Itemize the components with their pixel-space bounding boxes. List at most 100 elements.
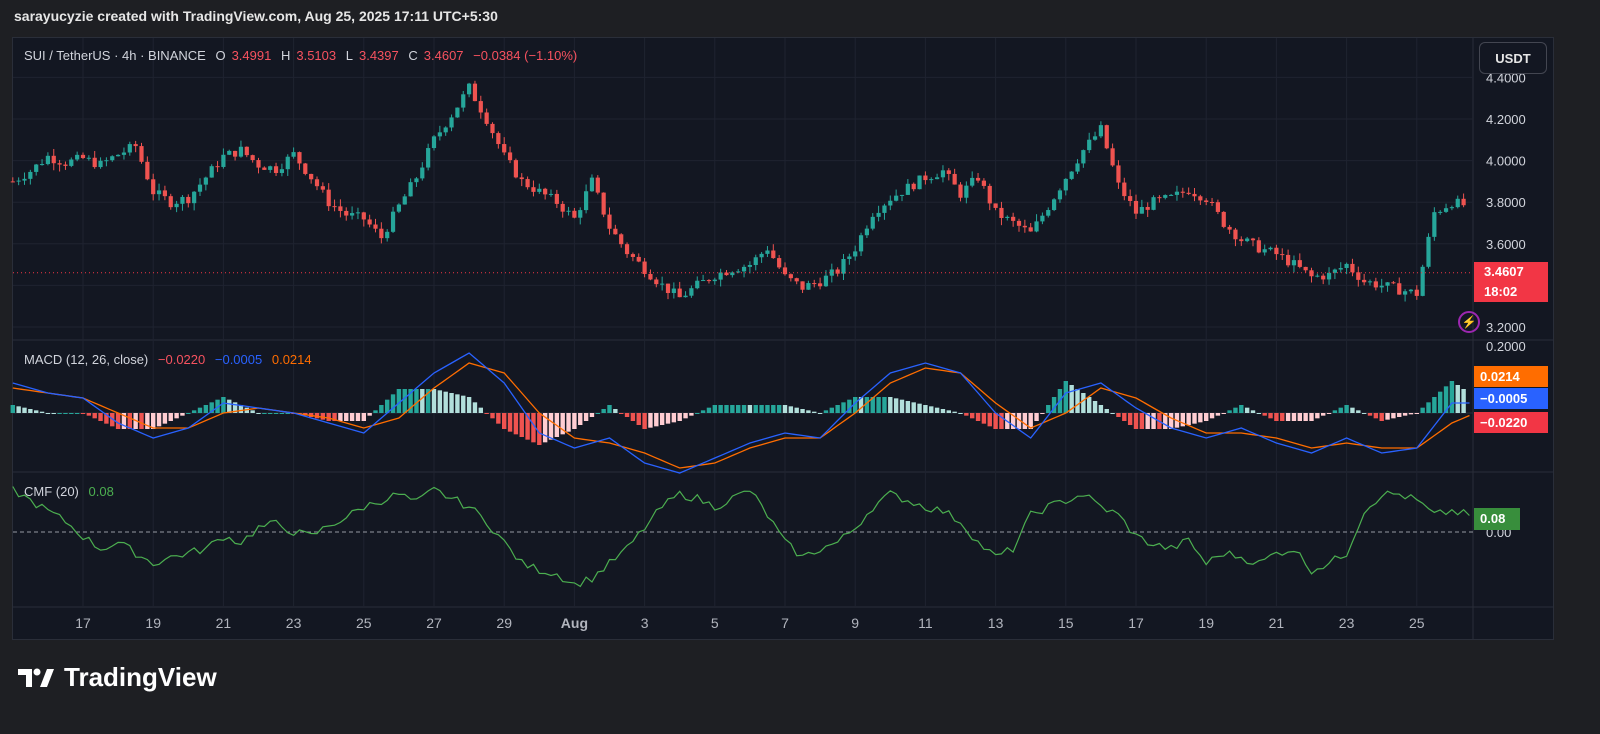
macd-histogram-bar [741, 405, 747, 413]
candle-body [519, 177, 524, 180]
macd-histogram-bar [917, 403, 922, 413]
macd-title[interactable]: MACD (12, 26, close) [24, 352, 149, 367]
candle-body [490, 123, 495, 134]
macd-histogram-bar [817, 413, 823, 414]
macd-histogram-bar [630, 413, 636, 421]
currency-button[interactable]: USDT [1479, 42, 1547, 74]
macd-signal-line [12, 362, 1470, 469]
candle-body [250, 155, 255, 161]
candle-body [677, 288, 682, 298]
symbol-label[interactable]: SUI / TetherUS · 4h · BINANCE [24, 48, 206, 63]
macd-histogram-bar [191, 410, 197, 413]
candle-body [753, 257, 758, 266]
macd-histogram-bar [1163, 413, 1168, 429]
candle-body [1438, 211, 1443, 213]
flash-icon[interactable]: ⚡ [1458, 311, 1480, 333]
candle-body [1321, 275, 1326, 280]
candle-body [648, 273, 653, 280]
candle-body [1367, 281, 1373, 283]
candle-body [203, 177, 208, 185]
candle-body [566, 210, 571, 212]
macd-histogram-bar [1040, 413, 1045, 414]
candle-body [116, 154, 121, 157]
macd-histogram-bar [858, 397, 864, 413]
macd-histogram-bar [864, 397, 870, 413]
macd-histogram-bar [923, 405, 928, 413]
candle-body [613, 228, 618, 235]
candle-body [1005, 216, 1010, 218]
candle-body [75, 154, 80, 160]
macd-histogram-bar [981, 413, 987, 424]
x-axis-tick-label: 11 [918, 615, 933, 631]
x-axis-tick-label: 5 [711, 615, 719, 631]
macd-histogram-bar [1145, 413, 1150, 429]
cmf-value: 0.08 [88, 484, 114, 499]
macd-histogram-bar [771, 405, 776, 413]
macd-axis-tick-label: 0.2000 [1486, 339, 1526, 354]
candle-body [665, 283, 671, 294]
macd-histogram-bar [519, 413, 524, 437]
candle-body [899, 194, 905, 196]
candle-body [69, 159, 74, 166]
macd-histogram-bar [273, 413, 279, 414]
open-value: 3.4991 [231, 48, 272, 63]
macd-histogram-bar [1315, 413, 1320, 419]
macd-histogram-bar [349, 413, 355, 421]
macd-histogram-value: −0.0220 [157, 352, 206, 367]
candle-body [858, 235, 864, 252]
candle-body [1011, 216, 1016, 221]
macd-histogram-bar [870, 397, 875, 413]
macd-histogram-bar [145, 413, 150, 429]
candle-body [273, 166, 279, 173]
candle-body [10, 181, 15, 183]
cmf-title[interactable]: CMF (20) [24, 484, 79, 499]
candle-body [279, 169, 284, 173]
macd-histogram-bar [156, 413, 162, 427]
candle-body [876, 212, 881, 217]
candle-body [262, 167, 267, 170]
candle-body [472, 83, 478, 102]
macd-histogram-bar [238, 405, 244, 413]
macd-histogram-bar [162, 413, 168, 424]
macd-histogram-bar [1186, 413, 1191, 425]
candle-body [1286, 254, 1291, 266]
macd-histogram-bar [888, 397, 893, 413]
cmf-tag: 0.08 [1474, 508, 1520, 530]
candle-body [1063, 178, 1068, 191]
candle-body [946, 170, 951, 174]
macd-histogram-bar [765, 405, 770, 413]
candle-body [449, 117, 454, 128]
candle-body [1280, 254, 1285, 256]
candle-body [420, 167, 425, 179]
y-axis-tick-label: 3.2000 [1486, 320, 1526, 335]
macd-histogram-bar [86, 413, 92, 416]
macd-histogram-bar [151, 413, 156, 429]
macd-histogram-bar [946, 410, 951, 413]
candle-body [560, 203, 565, 212]
candle-body [1449, 207, 1454, 209]
macd-histogram-bar [402, 389, 407, 413]
macd-histogram-bar [706, 407, 712, 413]
macd-histogram-bar [16, 406, 21, 413]
macd-histogram-bar [1051, 397, 1057, 413]
macd-histogram-bar [1285, 413, 1291, 421]
macd-histogram-bar [45, 413, 51, 414]
macd-histogram-bar [262, 413, 267, 414]
macd-histogram-bar [28, 409, 33, 413]
macd-histogram-bar [671, 413, 677, 423]
macd-histogram-bar [970, 413, 975, 419]
candle-body [1256, 240, 1261, 253]
x-axis-tick-label: 25 [356, 615, 372, 631]
macd-histogram-bar [1438, 391, 1443, 413]
macd-histogram-bar [724, 405, 729, 413]
macd-histogram-bar [1250, 410, 1256, 413]
tradingview-brand[interactable]: TradingView [16, 662, 217, 693]
candle-body [507, 152, 513, 161]
candle-body [701, 280, 706, 282]
macd-histogram-bar [10, 405, 15, 413]
macd-histogram-bar [689, 413, 694, 416]
macd-histogram-bar [1116, 413, 1121, 417]
x-axis-tick-label: 3 [641, 615, 649, 631]
macd-histogram-bar [408, 389, 413, 413]
